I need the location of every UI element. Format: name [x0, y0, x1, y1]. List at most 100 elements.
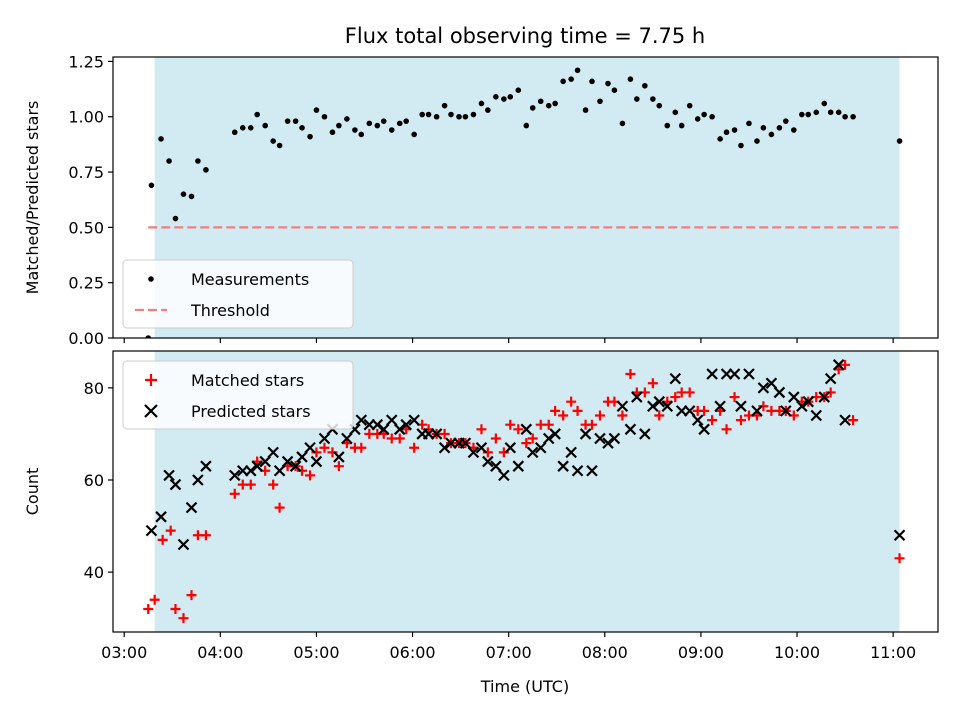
predicted-stars-point [661, 400, 674, 413]
matched-stars-point [157, 534, 168, 545]
measurements-point [821, 100, 828, 107]
matched-stars-point [625, 369, 636, 380]
x-tick-label: 07:00 [486, 643, 532, 662]
predicted-stars-point [169, 478, 182, 491]
predicted-stars-point [653, 395, 666, 408]
predicted-stars-point [385, 414, 398, 426]
matched-stars-point [245, 479, 256, 490]
measurements-point [292, 118, 299, 124]
predicted-stars-point [542, 432, 555, 445]
x-tick-label: 04:00 [197, 643, 243, 662]
measurements-point [358, 131, 365, 138]
predicted-stars-point [631, 391, 643, 403]
matched-stars-point [527, 433, 538, 444]
matched-stars-point [840, 359, 851, 370]
predicted-stars-point [780, 405, 792, 417]
matched-stars-point [558, 410, 569, 421]
predicted-stars-point [624, 423, 637, 436]
axes-frame [112, 56, 939, 339]
x-tick-label: 10:00 [774, 643, 820, 662]
y-tick-label: 80 [84, 379, 104, 398]
predicted-stars-point [728, 368, 741, 380]
measurements-point [231, 129, 238, 136]
predicted-stars-point [504, 441, 517, 454]
predicted-stars-point [586, 464, 598, 477]
x-tick-label: 06:00 [390, 643, 436, 662]
matched-stars-point [186, 590, 197, 601]
measurements-point [605, 80, 611, 87]
measurements-point [344, 116, 350, 122]
predicted-stars-point [244, 464, 257, 477]
measurements-point [589, 78, 595, 85]
measurements-point [783, 118, 789, 124]
measurements-point [760, 125, 767, 131]
predicted-stars-point [408, 414, 420, 426]
predicted-stars-point [267, 446, 279, 459]
predicted-stars-point [251, 460, 263, 472]
matched-stars-point [490, 433, 501, 444]
measurements-point [411, 131, 417, 138]
predicted-stars-point [839, 414, 851, 426]
measurements-point [827, 109, 834, 116]
measurements-point [672, 109, 679, 116]
measurements-point [768, 131, 775, 138]
chart-title: Flux total observing time = 7.75 h [345, 24, 705, 48]
y-tick-label: 0.75 [68, 163, 104, 182]
y-tick-label: 0.00 [68, 329, 104, 348]
measurements-point [791, 127, 797, 133]
measurements-point [701, 111, 707, 118]
predicted-stars-point [683, 405, 696, 417]
predicted-stars-point [377, 423, 390, 436]
measurements-point [403, 118, 409, 124]
measurements-point [366, 120, 373, 127]
matched-stars-point [439, 428, 450, 439]
measurements-point [545, 102, 552, 109]
measurements-point [307, 133, 313, 140]
measurements-point [145, 335, 152, 338]
predicted-stars-point [757, 382, 770, 394]
predicted-stars-point [818, 391, 831, 403]
matched-stars-point [521, 438, 532, 449]
measurements-point [723, 129, 730, 136]
measurements-point [270, 138, 276, 144]
predicted-stars-point [691, 414, 704, 426]
predicted-stars-point [438, 441, 451, 454]
predicted-stars-point [145, 524, 158, 537]
predicted-stars-point [490, 460, 502, 472]
legend-label: Predicted stars [191, 402, 311, 421]
predicted-stars-point [304, 441, 316, 454]
measurements-point [686, 102, 693, 109]
matched-stars-point [647, 378, 658, 389]
measurements-point [709, 113, 715, 120]
y-tick-label: 0.50 [68, 218, 104, 237]
predicted-stars-point [832, 359, 845, 371]
matched-stars-point [721, 424, 732, 435]
measurements-point [485, 107, 491, 113]
measurements-point [462, 113, 469, 120]
matched-stars-point [409, 442, 420, 453]
matched-stars-point [268, 479, 279, 490]
predicted-stars-point [714, 400, 726, 413]
matched-stars-point [654, 410, 665, 421]
measurements-point [470, 111, 477, 118]
predicted-stars-point [259, 455, 271, 468]
matched-stars-point [170, 603, 181, 614]
measurements-point [374, 122, 381, 129]
measurements-point [239, 125, 246, 131]
measurements-point [896, 138, 903, 144]
measurements-point [656, 102, 663, 109]
y-tick-label: 1.25 [68, 52, 104, 71]
predicted-stars-point [333, 451, 345, 463]
measurements-point [678, 122, 685, 129]
predicted-stars-point [616, 400, 629, 413]
measurements-point [478, 100, 485, 107]
predicted-stars-point [810, 409, 823, 422]
x-tick-label: 05:00 [293, 643, 339, 662]
matched-stars-point [707, 415, 718, 426]
measurements-point [523, 122, 530, 129]
x-tick-label: 08:00 [582, 643, 628, 662]
measurements-point [642, 82, 648, 89]
measurements-point [650, 96, 656, 102]
predicted-stars-point [228, 469, 241, 482]
